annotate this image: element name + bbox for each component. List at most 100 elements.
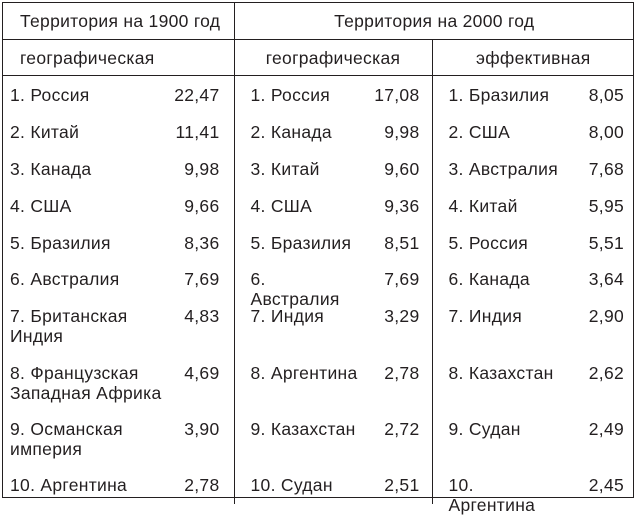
country-name: 9. Судан bbox=[448, 419, 521, 439]
territory-value: 2,78 bbox=[184, 475, 220, 495]
header-territory-2000: Территория на 2000 год bbox=[233, 2, 635, 40]
cell-2000-geo: 4. США 9,36 bbox=[233, 187, 432, 224]
country-name: 4. США bbox=[250, 196, 313, 216]
cell-2000-geo: 10. Судан 2,51 bbox=[233, 466, 432, 504]
country-name: 1. Россия bbox=[250, 85, 331, 105]
cell-2000-eff: 1. Бразилия 8,05 bbox=[431, 75, 635, 113]
header-territory-1900: Территория на 1900 год bbox=[2, 2, 234, 40]
territory-value: 17,08 bbox=[374, 85, 420, 105]
country-name: 3. Австралия bbox=[448, 159, 559, 179]
cell-2000-eff: 2. США 8,00 bbox=[431, 113, 635, 150]
cell-1900-geo: 2. Китай 11,41 bbox=[2, 113, 234, 150]
cell-2000-eff: 7. Индия 2,90 bbox=[431, 297, 635, 354]
country-name: 4. Китай bbox=[448, 196, 518, 216]
territory-value: 2,45 bbox=[588, 475, 625, 495]
territory-value: 7,69 bbox=[184, 269, 220, 289]
territory-value: 22,47 bbox=[174, 85, 220, 105]
territory-value: 2,78 bbox=[384, 363, 420, 383]
cell-2000-geo: 6. Австралия 7,69 bbox=[233, 260, 432, 309]
country-name: 1. Бразилия bbox=[448, 85, 550, 105]
cell-1900-geo: 9. Османская империя 3,90 bbox=[2, 410, 234, 466]
country-name: 5. Бразилия bbox=[10, 233, 111, 253]
territory-value: 2,49 bbox=[588, 419, 625, 439]
table-row: 3. Канада 9,98 3. Китай 9,60 3. Австралия 7,6… bbox=[2, 150, 635, 187]
territory-value: 5,95 bbox=[588, 196, 625, 216]
cell-2000-eff: 4. Китай 5,95 bbox=[431, 187, 635, 224]
country-name: 8. Французская Западная Африка bbox=[10, 363, 162, 403]
table-row: 1. Россия 22,47 1. Россия 17,08 1. Бразилия 8… bbox=[2, 75, 635, 114]
country-name: 8. Аргентина bbox=[250, 363, 358, 383]
country-name: 10. Аргентина bbox=[10, 475, 128, 495]
territory-value: 9,98 bbox=[184, 159, 220, 179]
country-name: 5. Россия bbox=[448, 233, 529, 253]
territory-value: 7,68 bbox=[588, 159, 625, 179]
header-row-period: Территория на 1900 год Территория на 200… bbox=[2, 2, 635, 40]
cell-2000-geo: 9. Казахстан 2,72 bbox=[233, 410, 432, 466]
territory-value: 2,62 bbox=[588, 363, 625, 383]
cell-2000-geo: 7. Индия 3,29 bbox=[233, 297, 432, 354]
country-name: 6. Австралия bbox=[10, 269, 120, 289]
country-name: 3. Китай bbox=[250, 159, 320, 179]
cell-2000-geo: 2. Канада 9,98 bbox=[233, 113, 432, 150]
territory-value: 8,51 bbox=[384, 233, 420, 253]
territory-value: 3,64 bbox=[588, 269, 625, 289]
country-name: 2. Китай bbox=[10, 122, 80, 142]
country-name: 3. Канада bbox=[10, 159, 92, 179]
territory-value: 4,83 bbox=[184, 306, 220, 326]
cell-1900-geo: 3. Канада 9,98 bbox=[2, 150, 234, 187]
cell-1900-geo: 5. Бразилия 8,36 bbox=[2, 224, 234, 260]
cell-2000-geo: 1. Россия 17,08 bbox=[233, 75, 432, 113]
cell-1900-geo: 4. США 9,66 bbox=[2, 187, 234, 224]
cell-2000-eff: 9. Судан 2,49 bbox=[431, 410, 635, 466]
territory-value: 5,51 bbox=[588, 233, 625, 253]
territory-value: 3,90 bbox=[184, 419, 220, 439]
territory-value: 7,69 bbox=[384, 269, 420, 289]
cell-1900-geo: 1. Россия 22,47 bbox=[2, 76, 234, 114]
table-row: 6. Австралия 7,69 6. Австралия 7,69 6. Канад… bbox=[2, 260, 635, 309]
table-row: 5. Бразилия 8,36 5. Бразилия 8,51 5. Россия 5… bbox=[2, 224, 635, 260]
country-name: 2. Канада bbox=[250, 122, 332, 142]
country-name: 7. Британская Индия bbox=[10, 306, 128, 346]
cell-2000-geo: 3. Китай 9,60 bbox=[233, 150, 432, 187]
country-name: 9. Казахстан bbox=[250, 419, 356, 439]
cell-2000-eff: 6. Канада 3,64 bbox=[431, 260, 635, 297]
country-name: 2. США bbox=[448, 122, 511, 142]
country-name: 10. Судан bbox=[250, 475, 333, 495]
cell-2000-geo: 8. Аргентина 2,78 bbox=[233, 354, 432, 410]
table-row: 8. Французская Западная Африка 4,69 8. Арг… bbox=[2, 354, 635, 410]
territory-value: 8,00 bbox=[588, 122, 625, 142]
header-geo-1900: географическая bbox=[2, 39, 234, 76]
country-name: 8. Казахстан bbox=[448, 363, 554, 383]
country-name: 7. Индия bbox=[448, 306, 523, 326]
territory-value: 2,90 bbox=[588, 306, 625, 326]
territory-value: 2,51 bbox=[384, 475, 420, 495]
territory-value: 9,98 bbox=[384, 122, 420, 142]
country-name: 7. Индия bbox=[250, 306, 325, 326]
territory-value: 9,66 bbox=[184, 196, 220, 216]
territory-value: 8,36 bbox=[184, 233, 220, 253]
table-row: 10. Аргентина 2,78 10. Судан 2,51 10. Аргент… bbox=[2, 466, 635, 515]
territory-value: 9,60 bbox=[384, 159, 420, 179]
country-name: 6. Австралия bbox=[250, 269, 340, 309]
country-name: 9. Османская империя bbox=[10, 419, 123, 459]
table-row: 4. США 9,66 4. США 9,36 4. Китай 5,95 bbox=[2, 187, 635, 224]
table-row: 2. Китай 11,41 2. Канада 9,98 2. США 8,00 bbox=[2, 113, 635, 150]
country-name: 1. Россия bbox=[10, 85, 90, 105]
territory-value: 4,69 bbox=[184, 363, 220, 383]
territory-value: 2,72 bbox=[384, 419, 420, 439]
cell-1900-geo: 6. Австралия 7,69 bbox=[2, 260, 234, 297]
cell-2000-eff: 3. Австралия 7,68 bbox=[431, 150, 635, 187]
cell-1900-geo: 7. Британская Индия 4,83 bbox=[2, 297, 234, 354]
country-name: 4. США bbox=[10, 196, 72, 216]
cell-2000-geo: 5. Бразилия 8,51 bbox=[233, 224, 432, 260]
territory-value: 3,29 bbox=[384, 306, 420, 326]
cell-1900-geo: 10. Аргентина 2,78 bbox=[2, 466, 234, 504]
table-row: 9. Османская империя 3,90 9. Казахстан 2,72… bbox=[2, 410, 635, 466]
country-name: 5. Бразилия bbox=[250, 233, 352, 253]
territory-value: 9,36 bbox=[384, 196, 420, 216]
header-row-type: географическая географическая эффективна… bbox=[2, 39, 635, 76]
cell-1900-geo: 8. Французская Западная Африка 4,69 bbox=[2, 354, 234, 410]
cell-2000-eff: 10. Аргентина 2,45 bbox=[431, 466, 635, 515]
territory-value: 11,41 bbox=[175, 122, 220, 142]
